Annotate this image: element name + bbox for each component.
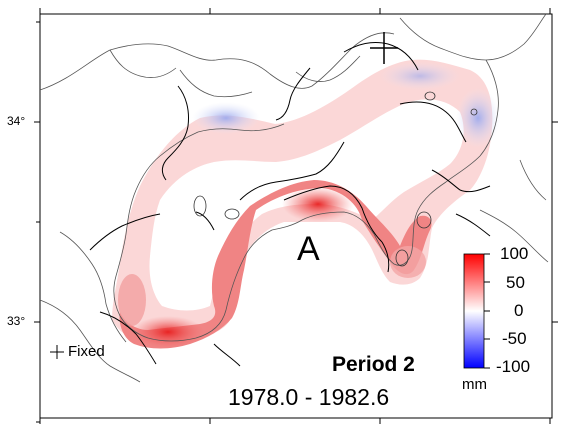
colorbar-tick-label: -100 [496, 357, 531, 376]
uplift-field [112, 59, 493, 349]
coastlines [39, 13, 549, 383]
fixed-label: Fixed [68, 343, 105, 360]
subsidence-field [192, 62, 500, 148]
colorbar [463, 253, 485, 369]
colorbar-tick-label: -50 [502, 329, 527, 348]
period-label: Period 2 [332, 353, 415, 376]
contour-lines [89, 41, 491, 367]
colorbar-tick-label: 0 [514, 301, 524, 320]
lat-label-34: 34° [7, 114, 26, 128]
colorbar-unit-label: mm [462, 376, 487, 393]
frame-ticks [34, 8, 558, 424]
colorbar-tick-label: 100 [500, 244, 529, 263]
map-frame [39, 13, 553, 419]
date-range-label: 1978.0 - 1982.6 [228, 384, 390, 410]
fixed-site-marker [50, 345, 64, 359]
region-label: A [297, 230, 320, 268]
colorbar-tick-label: 50 [506, 273, 525, 292]
lat-label-33: 33° [7, 314, 26, 328]
islands [193, 91, 478, 267]
colorbar-ticks [484, 253, 490, 369]
reference-site-marker [370, 32, 398, 64]
